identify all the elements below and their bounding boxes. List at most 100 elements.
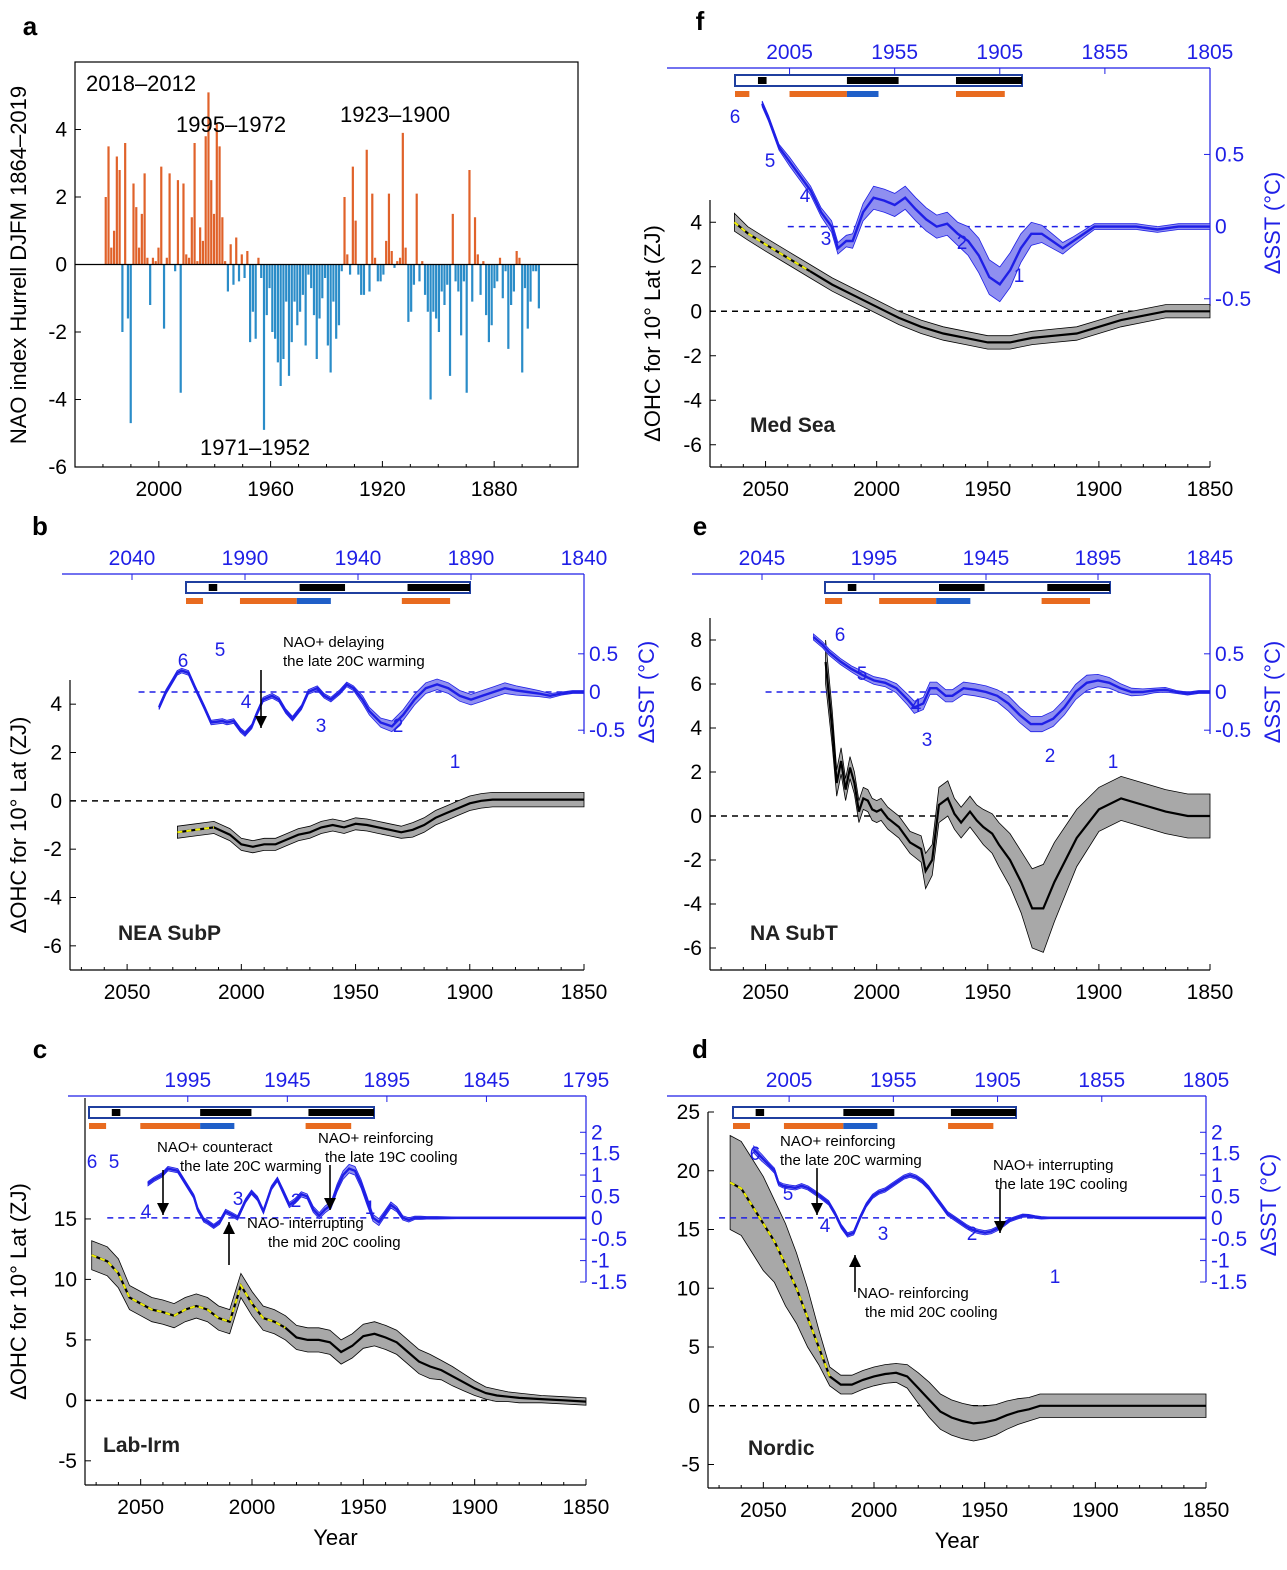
nao-bar xyxy=(343,197,346,265)
x-tick-label: 1850 xyxy=(561,981,608,1004)
phase-bar-blue xyxy=(296,598,331,604)
nao-bar xyxy=(510,264,513,305)
phase-bar-negative xyxy=(1047,584,1110,591)
y-tick-label: 0 xyxy=(55,254,67,277)
y-tick-label: 15 xyxy=(677,1219,700,1242)
sst-x-tick-label: 2045 xyxy=(739,547,786,570)
cycle-number: 1 xyxy=(365,1198,376,1219)
y-tick-label: -4 xyxy=(43,887,62,910)
nao-bar xyxy=(104,197,107,265)
annotation: NAO+ reinforcing xyxy=(780,1133,895,1150)
sst-x-tick-label: 1845 xyxy=(1187,547,1234,570)
cycle-number: 4 xyxy=(800,186,811,207)
nao-bar xyxy=(354,220,357,265)
annotation: the mid 20C cooling xyxy=(268,1234,401,1251)
sst-y-tick-label: -0.5 xyxy=(1211,1228,1247,1251)
nao-bar xyxy=(274,264,277,339)
nao-bar xyxy=(110,247,113,265)
nao-bar xyxy=(207,92,210,265)
nao-bar xyxy=(443,264,446,305)
nao-bar xyxy=(360,264,363,295)
arrowhead xyxy=(157,1203,169,1215)
nao-bar xyxy=(501,264,504,299)
cycle-number: 2 xyxy=(393,716,404,737)
ohc-obs-yellow xyxy=(729,1181,831,1377)
nao-bar xyxy=(107,146,110,265)
phase-bar-negative xyxy=(955,77,1022,84)
panel-letter-a: a xyxy=(23,11,38,41)
cycle-number: 5 xyxy=(783,1184,794,1205)
nao-bar xyxy=(265,264,268,316)
nao-bar xyxy=(351,166,354,265)
annotation: NAO+ interrupting xyxy=(993,1157,1113,1174)
x-tick-label: 2000 xyxy=(853,981,900,1004)
y-tick-label: -6 xyxy=(683,937,702,960)
cycle-number: 2 xyxy=(957,233,968,254)
x-tick-label: 1920 xyxy=(359,478,406,501)
nao-bar xyxy=(129,264,132,424)
nao-bar xyxy=(426,264,429,312)
nao-bar xyxy=(429,264,432,400)
sst-x-tick-label: 1995 xyxy=(851,547,898,570)
nao-bar xyxy=(318,264,321,319)
cycle-number: 3 xyxy=(316,716,327,737)
sst-y-tick-label: -1.5 xyxy=(1211,1271,1247,1294)
annotation: the late 20C warming xyxy=(180,1158,322,1175)
y-tick-label: 0 xyxy=(690,805,702,828)
sst-x-tick-label: 1905 xyxy=(974,1069,1021,1092)
x-tick-label: 2050 xyxy=(740,1499,787,1522)
cycle-number: 1 xyxy=(1108,752,1119,773)
phase-bar-orange xyxy=(948,1123,994,1129)
phase-bar-negative xyxy=(950,1109,1016,1116)
nao-bar xyxy=(418,264,421,282)
phase-bar-orange xyxy=(239,598,297,604)
nao-bar xyxy=(243,264,246,278)
sst-y-tick-label: 0.5 xyxy=(1211,1185,1240,1208)
y-axis-label: ΔOHC for 10° Lat (ZJ) xyxy=(6,1183,31,1400)
x-tick-label: 1960 xyxy=(247,478,294,501)
y-tick-label: 8 xyxy=(690,629,702,652)
x-tick-label: 1850 xyxy=(1183,1499,1230,1522)
phase-bar-orange xyxy=(825,598,843,604)
x-tick-label: 2000 xyxy=(218,981,265,1004)
sst-x-tick-label: 1895 xyxy=(364,1069,411,1092)
nao-bar xyxy=(304,264,307,346)
sst-x-tick-label: 1945 xyxy=(963,547,1010,570)
sst-x-tick-label: 1955 xyxy=(871,41,918,64)
y-tick-label: 10 xyxy=(54,1268,77,1291)
nao-bar xyxy=(432,264,435,312)
x-tick-label: 2000 xyxy=(853,478,900,501)
arrowhead xyxy=(849,1255,861,1267)
nao-bar xyxy=(507,264,510,349)
region-label: Med Sea xyxy=(750,414,836,437)
sst-x-tick-label: 1995 xyxy=(164,1069,211,1092)
sst-y-tick-label: -1 xyxy=(591,1250,610,1273)
y-axis-label: ΔOHC for 10° Lat (ZJ) xyxy=(6,717,31,934)
nao-bar xyxy=(212,213,216,265)
sst-y-tick-label: 1 xyxy=(591,1164,603,1187)
annotation: the late 20C warming xyxy=(283,653,425,670)
phase-bar-negative xyxy=(846,77,899,84)
cycle-number: 3 xyxy=(821,229,832,250)
sst-y-tick-label: -0.5 xyxy=(589,719,625,742)
nao-bar xyxy=(221,217,224,265)
cycle-number: 3 xyxy=(233,1189,244,1210)
ohc-obs-yellow xyxy=(91,1254,286,1329)
phase-bar-orange xyxy=(140,1123,201,1129)
y-tick-label: -6 xyxy=(683,434,702,457)
x-tick-label: 1850 xyxy=(563,1496,610,1519)
nao-bar xyxy=(473,217,477,265)
nao-bar xyxy=(348,264,352,275)
arrowhead xyxy=(994,1221,1006,1233)
y-tick-label: 4 xyxy=(55,119,67,142)
sst-line xyxy=(158,669,584,736)
nao-bar xyxy=(268,264,271,289)
nao-bar xyxy=(187,257,191,265)
sst-y-tick-label: -1.5 xyxy=(591,1271,627,1294)
nao-bar xyxy=(157,247,160,265)
y-tick-label: -6 xyxy=(48,456,67,479)
sst-x-tick-label: 1905 xyxy=(976,41,1023,64)
nao-bar xyxy=(124,143,127,265)
sst-axis-label: ΔSST (°C) xyxy=(1260,172,1285,275)
